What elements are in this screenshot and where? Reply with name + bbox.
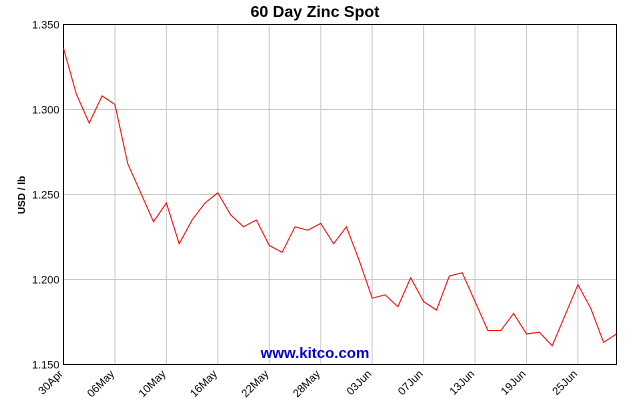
data-point bbox=[139, 191, 142, 194]
data-point bbox=[306, 229, 309, 232]
data-point bbox=[512, 312, 515, 315]
data-point bbox=[191, 219, 194, 222]
data-point bbox=[358, 259, 361, 262]
y-axis-label: USD / lb bbox=[17, 176, 28, 214]
data-point bbox=[435, 309, 438, 312]
data-point bbox=[113, 103, 116, 106]
x-tick-label: 13Jun bbox=[447, 368, 477, 398]
x-tick-labels: 30Apr 06May 10May 16May 22May 28May 03Jun 07Jun… bbox=[36, 368, 580, 400]
data-point bbox=[242, 225, 245, 228]
data-point bbox=[255, 219, 258, 222]
x-tick-label: 28May bbox=[291, 368, 323, 400]
data-point bbox=[268, 244, 271, 247]
data-point bbox=[371, 297, 374, 300]
data-point bbox=[165, 202, 168, 205]
x-tick-label: 16May bbox=[188, 368, 220, 400]
data-point bbox=[319, 222, 322, 225]
data-point bbox=[422, 300, 425, 303]
data-point bbox=[62, 47, 65, 50]
data-point bbox=[564, 314, 567, 317]
data-point bbox=[409, 276, 412, 279]
data-point bbox=[152, 220, 155, 223]
data-point bbox=[615, 332, 618, 335]
y-tick-label: 1.150 bbox=[32, 360, 60, 372]
data-point bbox=[345, 225, 348, 228]
x-tick-label: 19Jun bbox=[499, 368, 529, 398]
data-point bbox=[75, 93, 78, 96]
grid-lines bbox=[63, 24, 617, 365]
data-point bbox=[538, 331, 541, 334]
data-point bbox=[204, 202, 207, 205]
price-line bbox=[63, 48, 617, 347]
data-point bbox=[216, 191, 219, 194]
data-point bbox=[551, 344, 554, 347]
x-tick-label: 03Jun bbox=[345, 368, 375, 398]
data-point bbox=[101, 94, 104, 97]
data-point bbox=[294, 225, 297, 228]
data-point bbox=[332, 242, 335, 245]
data-point bbox=[396, 305, 399, 308]
data-point bbox=[281, 251, 284, 254]
x-tick-label: 25Jun bbox=[550, 368, 580, 398]
x-tick-label: 10May bbox=[137, 368, 169, 400]
data-point bbox=[602, 341, 605, 344]
data-point bbox=[448, 275, 451, 278]
y-tick-label: 1.200 bbox=[32, 275, 60, 287]
series-layer bbox=[62, 47, 618, 347]
data-point bbox=[384, 293, 387, 296]
data-point bbox=[525, 332, 528, 335]
data-point bbox=[229, 213, 232, 216]
chart-title: 60 Day Zinc Spot bbox=[251, 4, 381, 21]
data-point bbox=[474, 300, 477, 303]
data-point bbox=[178, 242, 181, 245]
y-tick-label: 1.350 bbox=[32, 20, 60, 32]
plot-frame bbox=[63, 24, 617, 365]
data-point bbox=[486, 329, 489, 332]
x-tick-label: 22May bbox=[240, 368, 272, 400]
y-tick-label: 1.250 bbox=[32, 190, 60, 202]
x-tick-label: 30Apr bbox=[36, 368, 65, 397]
data-point bbox=[499, 329, 502, 332]
data-point bbox=[88, 122, 91, 125]
data-point bbox=[126, 162, 129, 165]
data-point bbox=[589, 307, 592, 310]
y-tick-labels: 1.150 1.200 1.250 1.300 1.350 bbox=[32, 20, 60, 372]
x-tick-label: 06May bbox=[85, 368, 117, 400]
data-point bbox=[461, 271, 464, 274]
y-tick-label: 1.300 bbox=[32, 105, 60, 117]
x-tick-label: 07Jun bbox=[396, 368, 426, 398]
watermark-link: www.kitco.com bbox=[260, 345, 370, 362]
data-point bbox=[576, 283, 579, 286]
